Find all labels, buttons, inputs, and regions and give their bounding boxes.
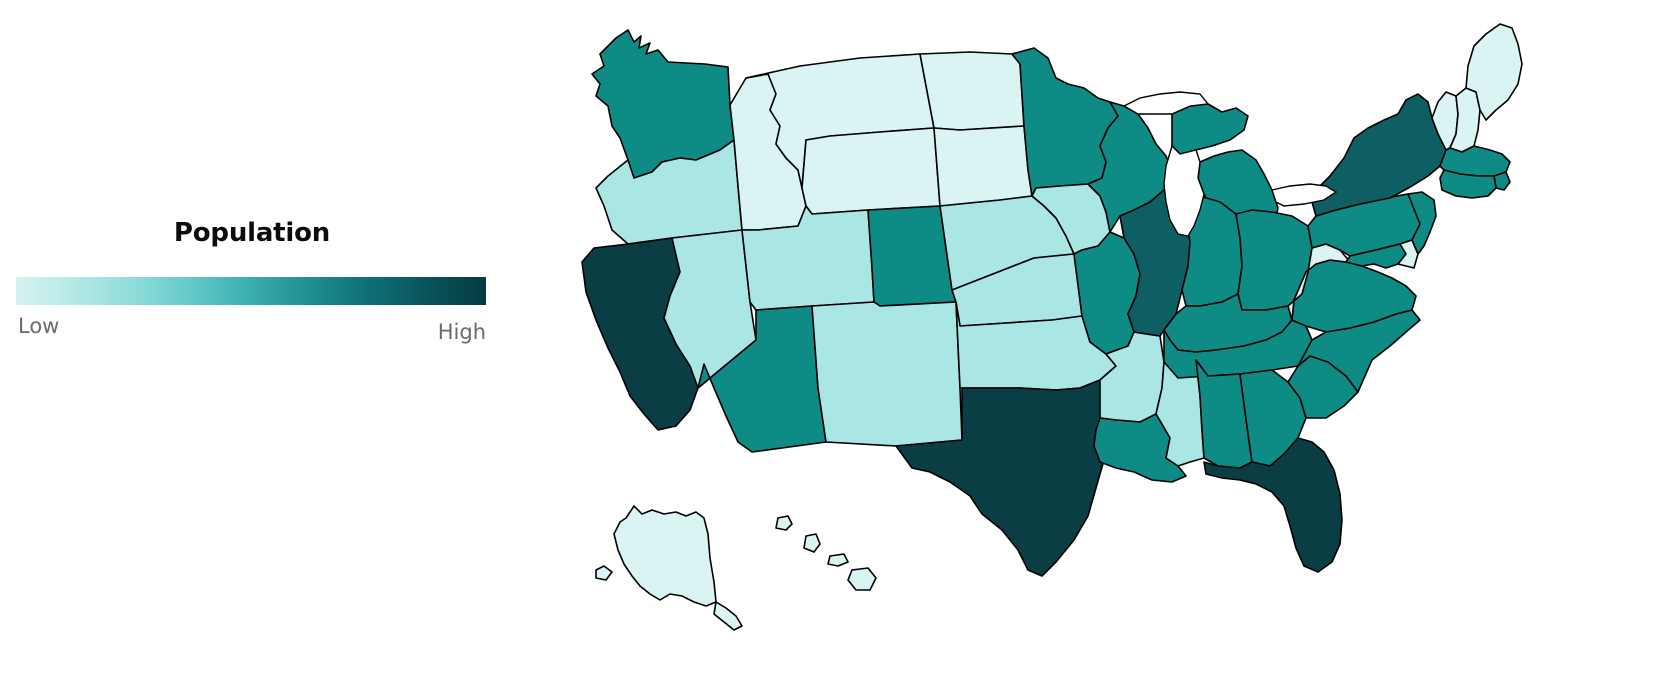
state-hawaii-kauai[interactable] [776, 516, 792, 530]
state-connecticut[interactable] [1440, 170, 1496, 198]
legend-gradient-bar [16, 277, 486, 305]
state-florida[interactable] [1204, 438, 1342, 572]
state-alaska-panhandle[interactable] [714, 602, 742, 630]
state-maine[interactable] [1466, 24, 1522, 120]
state-new-jersey[interactable] [1408, 192, 1436, 254]
state-new-mexico[interactable] [812, 302, 962, 446]
us-choropleth-map [500, 10, 1672, 650]
map-legend: Population Low High [16, 218, 488, 358]
great-lakes-superior [1122, 91, 1210, 115]
legend-title: Population [173, 218, 331, 248]
state-hawaii-maui[interactable] [828, 554, 848, 566]
state-north-dakota[interactable] [920, 52, 1024, 130]
state-alaska[interactable] [614, 506, 716, 606]
legend-low-label: Low [18, 314, 60, 338]
state-louisiana[interactable] [1094, 414, 1186, 482]
us-states-svg [500, 10, 1672, 650]
state-south-dakota[interactable] [934, 126, 1032, 206]
state-hawaii-oahu[interactable] [804, 534, 820, 552]
state-texas[interactable] [896, 366, 1120, 576]
state-hawaii-big-island[interactable] [848, 568, 876, 590]
state-maryland[interactable] [1346, 244, 1406, 268]
legend-high-label: High [437, 320, 486, 344]
great-lakes-michigan [1163, 144, 1205, 237]
state-wyoming[interactable] [802, 128, 940, 214]
state-alaska-aleutians[interactable] [596, 566, 612, 580]
state-minnesota[interactable] [1012, 48, 1118, 196]
great-lakes-erie-ontario [1271, 183, 1338, 207]
